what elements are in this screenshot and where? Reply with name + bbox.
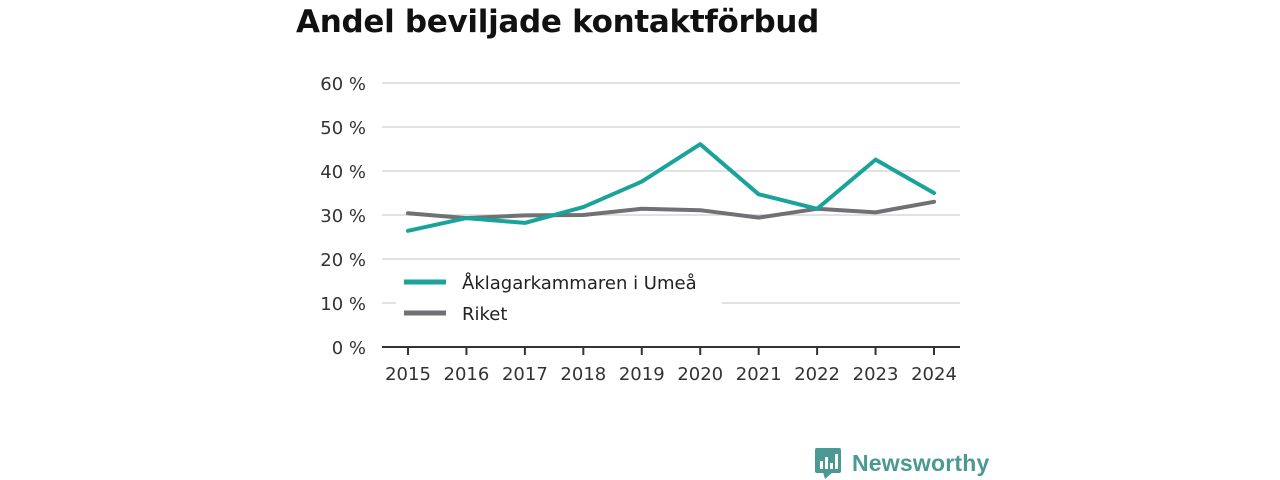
- bar-chart-speech-bubble-icon: [815, 448, 841, 479]
- x-axis-ticks: 2015 2016 2017 2018 2019 2020 2021 2022 2023 2024: [385, 347, 957, 385]
- chart-title: Andel beviljade kontaktförbud: [296, 4, 820, 40]
- brand-name: Newsworthy: [852, 449, 990, 476]
- x-tick-label: 2019: [619, 364, 665, 385]
- x-tick-label: 2022: [794, 364, 840, 385]
- brand-logo: Newsworthy: [814, 446, 989, 480]
- y-tick-label: 0 %: [332, 338, 366, 359]
- y-tick-label: 50 %: [320, 118, 366, 139]
- x-tick-label: 2023: [853, 364, 899, 385]
- series-line: [406, 142, 936, 233]
- legend-background: [396, 266, 722, 332]
- x-tick-label: 2015: [385, 364, 431, 385]
- series-line: [406, 199, 936, 221]
- y-tick-label: 30 %: [320, 206, 366, 227]
- legend-label: Åklagarkammaren i Umeå: [462, 272, 697, 294]
- y-tick-label: 10 %: [320, 294, 366, 315]
- series-lines: [406, 142, 936, 233]
- y-tick-label: 20 %: [320, 250, 366, 271]
- legend: Åklagarkammaren i Umeå Riket: [396, 266, 722, 332]
- y-axis-ticks: 0 % 10 % 20 % 30 % 40 % 50 % 60 %: [320, 74, 366, 359]
- y-tick-label: 60 %: [320, 74, 366, 95]
- x-tick-label: 2016: [444, 364, 490, 385]
- y-tick-label: 40 %: [320, 162, 366, 183]
- legend-label: Riket: [462, 304, 507, 325]
- x-tick-label: 2024: [911, 364, 957, 385]
- x-tick-label: 2018: [560, 364, 606, 385]
- x-tick-label: 2017: [502, 364, 548, 385]
- x-tick-label: 2021: [736, 364, 782, 385]
- x-tick-label: 2020: [677, 364, 723, 385]
